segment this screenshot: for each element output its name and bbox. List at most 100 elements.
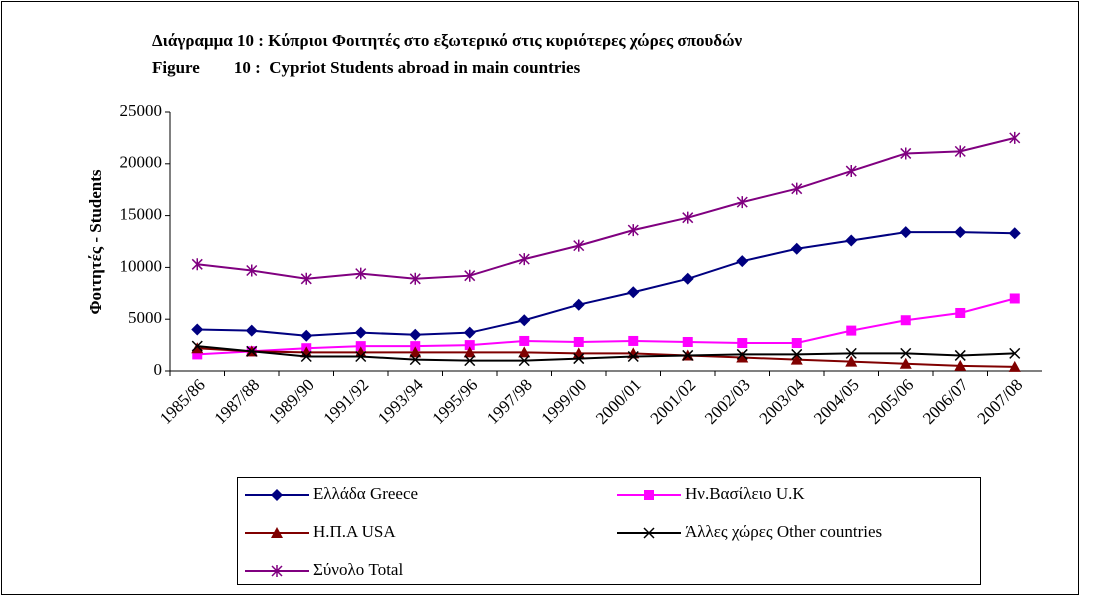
x-tick-label: 2006/07 [919,375,972,428]
marker [736,196,748,209]
marker [845,347,857,359]
x-tick-label: 2003/04 [755,375,808,428]
x-tick-label: 2004/05 [810,375,863,428]
marker [1009,131,1021,144]
marker [518,346,531,358]
marker [410,341,421,352]
marker [464,340,475,351]
marker [736,348,748,360]
marker [300,329,313,342]
series-line [197,231,1015,337]
x-tick-label: 2007/08 [973,375,1026,428]
marker [463,326,476,339]
marker [1009,293,1020,304]
x-tick-label: 2005/06 [864,375,917,428]
marker [900,147,912,160]
marker [899,357,912,369]
marker [300,350,312,363]
marker [300,346,313,358]
marker [573,353,585,365]
marker [790,353,803,365]
marker [845,234,858,247]
legend-label: Η.Π.Α USA [313,522,396,541]
marker [900,347,912,359]
marker [644,490,654,500]
x-tick-label: 1997/98 [483,375,536,428]
marker [464,269,476,282]
marker [271,565,283,577]
marker [271,527,283,538]
marker [899,226,912,239]
marker [737,338,748,349]
marker [191,258,203,271]
marker [627,224,639,237]
marker [573,336,584,347]
x-tick-label: 1987/88 [210,375,263,428]
marker [573,239,585,252]
marker [518,355,530,367]
legend [237,477,981,585]
marker [628,335,639,346]
marker [791,348,803,360]
marker [409,354,421,366]
marker [246,345,258,357]
y-tick-label: 10000 [120,256,163,275]
marker [245,324,258,337]
marker [300,272,312,285]
chart-subtitle: Figure 10 : Cypriot Students abroad in m… [152,58,581,77]
marker [954,226,967,239]
marker [355,267,367,280]
marker [1009,347,1021,359]
legend-label: Ελλάδα Greece [313,484,418,503]
marker [191,323,204,336]
y-tick-label: 25000 [120,101,163,120]
marker [954,359,967,371]
x-tick-label: 2001/02 [646,375,699,428]
marker [192,349,203,360]
y-tick-label: 0 [154,360,163,379]
marker [409,328,422,341]
marker [518,253,530,266]
y-tick-label: 20000 [120,153,163,172]
marker [409,272,421,285]
marker [409,346,422,358]
marker [354,346,367,358]
legend-label: Σύνολο Total [313,560,403,579]
marker [519,335,530,346]
series-line [197,347,1015,368]
marker [682,349,694,361]
legend-label: Άλλες χώρες Other countries [685,522,882,541]
marker [954,349,966,361]
marker [1008,360,1021,372]
y-tick-label: 15000 [120,205,163,224]
marker [518,314,531,327]
marker [954,145,966,158]
marker [355,341,366,352]
chart-title: Διάγραμμα 10 : Κύπριοι Φοιτητές στο εξωτ… [152,31,743,50]
marker [191,340,203,352]
marker [354,326,367,339]
x-tick-label: 1985/86 [156,375,209,428]
marker [845,165,857,178]
x-tick-label: 1993/94 [374,375,427,428]
marker [791,338,802,349]
marker [681,272,694,285]
marker [736,351,749,363]
marker [790,242,803,255]
marker [572,298,585,311]
marker [355,350,367,363]
series-line [197,136,1015,280]
marker [246,264,258,277]
marker [955,307,966,318]
y-tick-label: 5000 [128,308,162,327]
series-line [197,345,1015,362]
marker [791,182,803,195]
marker [900,315,911,326]
marker [191,342,204,354]
x-tick-label: 1999/00 [537,375,590,428]
marker [271,489,283,501]
marker [682,211,694,224]
marker [736,255,749,268]
